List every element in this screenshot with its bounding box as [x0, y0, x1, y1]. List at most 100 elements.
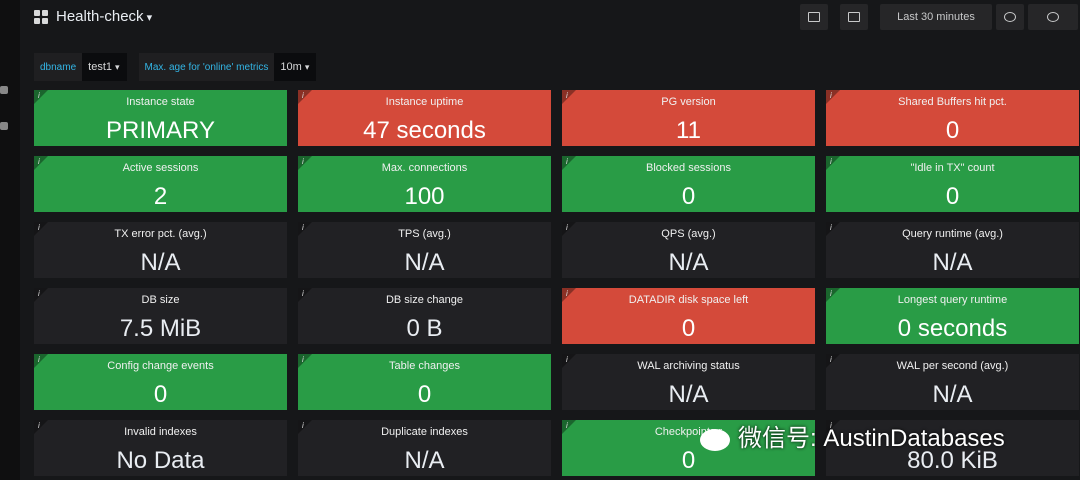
info-icon[interactable]: i [38, 157, 40, 166]
panel-value: 7.5 MiB [119, 315, 202, 342]
info-icon[interactable]: i [830, 421, 832, 430]
panel-value: 0 seconds [897, 315, 1008, 342]
info-icon[interactable]: i [302, 91, 304, 100]
info-icon[interactable]: i [38, 91, 40, 100]
sidebar-icon[interactable] [0, 86, 8, 94]
panel-title[interactable]: Invalid indexes [124, 426, 197, 438]
panel-title[interactable]: DB size [141, 294, 180, 306]
panel-title[interactable]: TX error pct. (avg.) [114, 228, 207, 240]
panel-title[interactable]: Config change events [107, 360, 214, 372]
panel-corner [826, 288, 840, 302]
info-icon[interactable]: i [38, 355, 40, 364]
tv-mode-button[interactable] [840, 4, 868, 30]
info-icon[interactable]: i [302, 421, 304, 430]
dashboard-icon [34, 10, 48, 24]
panel-title[interactable]: Blocked sessions [646, 162, 731, 174]
panel-value: 47 seconds [363, 117, 486, 144]
panel-corner [562, 288, 576, 302]
info-icon[interactable]: i [302, 223, 304, 232]
info-icon[interactable]: i [566, 289, 568, 298]
stat-panel: i Longest query runtime 0 seconds [826, 288, 1079, 344]
info-icon[interactable]: i [830, 223, 832, 232]
stat-panel: i "Idle in TX" count 0 [826, 156, 1079, 212]
panel-value: 0 [681, 183, 696, 210]
stat-panel: i DATADIR disk space left 0 [562, 288, 815, 344]
watermark-text: 微信号: AustinDatabases [738, 425, 1005, 452]
refresh-button[interactable] [1028, 4, 1078, 30]
stat-panel: i Table changes 0 [298, 354, 551, 410]
panel-value: N/A [668, 249, 709, 276]
panel-title[interactable]: Longest query runtime [897, 294, 1008, 306]
info-icon[interactable]: i [38, 223, 40, 232]
panel-value: 80.0 KiB [907, 447, 998, 474]
info-icon[interactable]: i [830, 289, 832, 298]
panel-title[interactable]: Active sessions [122, 162, 199, 174]
panel-title[interactable]: Table changes [389, 360, 460, 372]
panel-title[interactable]: Instance uptime [385, 96, 464, 108]
info-icon[interactable]: i [566, 223, 568, 232]
stat-panel: i Query runtime (avg.) N/A [826, 222, 1079, 278]
variable-dropdown[interactable]: test1 [82, 53, 127, 81]
panel-value: 0 [945, 183, 960, 210]
panel-title[interactable]: DB size change [385, 294, 464, 306]
panel-title[interactable]: Max. connections [381, 162, 468, 174]
info-icon[interactable]: i [302, 157, 304, 166]
panel-value: N/A [932, 381, 973, 408]
panel-corner [298, 288, 312, 302]
info-icon[interactable]: i [830, 355, 832, 364]
panel-title[interactable]: Duplicate indexes [381, 426, 468, 438]
panel-value: N/A [404, 249, 445, 276]
panel-title[interactable]: PG version [661, 96, 716, 108]
info-icon[interactable]: i [302, 289, 304, 298]
panel-value: 0 [417, 381, 432, 408]
panel-corner [562, 354, 576, 368]
info-icon[interactable]: i [830, 91, 832, 100]
panel-value: 2 [153, 183, 168, 210]
panel-title[interactable]: Instance state [126, 96, 195, 108]
panel-title[interactable]: TPS (avg.) [398, 228, 451, 240]
panel-title[interactable]: Query runtime (avg.) [902, 228, 1003, 240]
info-icon[interactable]: i [302, 355, 304, 364]
info-icon[interactable]: i [566, 421, 568, 430]
stat-panel: i Max. connections 100 [298, 156, 551, 212]
panel-corner [34, 90, 48, 104]
info-icon[interactable]: i [830, 157, 832, 166]
time-picker[interactable]: Last 30 minutes [880, 4, 992, 30]
panel-corner [826, 354, 840, 368]
panel-title[interactable]: Shared Buffers hit pct. [898, 96, 1007, 108]
stat-panel: i Instance uptime 47 seconds [298, 90, 551, 146]
sidebar [0, 0, 20, 480]
panel-corner [34, 222, 48, 236]
info-icon[interactable]: i [38, 421, 40, 430]
panel-corner [826, 420, 840, 434]
panel-corner [34, 288, 48, 302]
variable-label: dbname [34, 53, 83, 81]
panel-title[interactable]: WAL per second (avg.) [896, 360, 1009, 372]
panel-corner [562, 222, 576, 236]
dashboard-title[interactable]: Health-check [56, 8, 152, 25]
stat-panel: i Config change events 0 [34, 354, 287, 410]
share-button[interactable] [800, 4, 828, 30]
sidebar-icon[interactable] [0, 122, 8, 130]
info-icon[interactable]: i [566, 355, 568, 364]
panel-corner [826, 156, 840, 170]
zoom-button[interactable] [996, 4, 1024, 30]
panel-corner [826, 90, 840, 104]
stat-panel: i Duplicate indexes N/A [298, 420, 551, 476]
info-icon[interactable]: i [566, 91, 568, 100]
info-icon[interactable]: i [38, 289, 40, 298]
panel-value: N/A [668, 381, 709, 408]
panel-title[interactable]: WAL archiving status [637, 360, 740, 372]
panel-value: 11 [676, 117, 701, 144]
panel-title[interactable]: "Idle in TX" count [910, 162, 995, 174]
stat-panel: i TPS (avg.) N/A [298, 222, 551, 278]
stat-panel: i DB size 7.5 MiB [34, 288, 287, 344]
panel-title[interactable]: QPS (avg.) [661, 228, 716, 240]
variable: Max. age for 'online' metrics 10m [138, 53, 317, 81]
panel-title[interactable]: DATADIR disk space left [628, 294, 749, 306]
info-icon[interactable]: i [566, 157, 568, 166]
stat-panel: i Blocked sessions 0 [562, 156, 815, 212]
stat-panel: i Shared Buffers hit pct. 0 [826, 90, 1079, 146]
variable-dropdown[interactable]: 10m [274, 53, 317, 81]
stat-panel: i WAL archiving status N/A [562, 354, 815, 410]
